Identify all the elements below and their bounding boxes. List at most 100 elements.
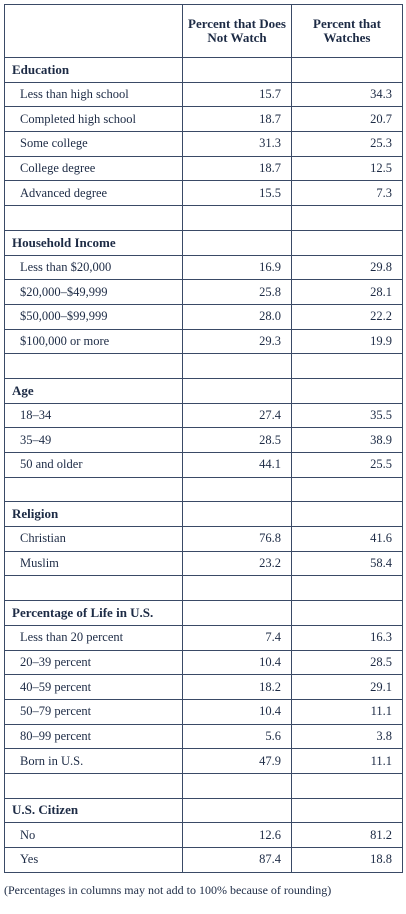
- empty-cell: [291, 57, 403, 83]
- data-row: Muslim 23.2 58.4: [4, 550, 403, 577]
- row-label: 20–39 percent: [4, 649, 183, 676]
- value-cell: 35.5: [291, 402, 403, 429]
- empty-cell: [182, 57, 292, 83]
- value-cell: 76.8: [182, 526, 292, 552]
- data-row: Yes 87.4 18.8: [4, 847, 403, 873]
- value-cell: 87.4: [182, 847, 292, 873]
- empty-cell: [4, 476, 183, 503]
- row-label: 40–59 percent: [4, 674, 183, 700]
- empty-cell: [182, 476, 292, 503]
- row-label: Advanced degree: [4, 180, 183, 207]
- table-header: Percent that Does Not Watch Percent that…: [4, 4, 403, 58]
- value-cell: 28.1: [291, 279, 403, 305]
- value-cell: 28.0: [182, 303, 292, 330]
- empty-cell: [291, 476, 403, 503]
- data-row: 35–49 28.5 38.9: [4, 427, 403, 453]
- row-label: Born in U.S.: [4, 748, 183, 774]
- empty-cell: [4, 575, 183, 602]
- row-label: $50,000–$99,999: [4, 303, 183, 330]
- empty-cell: [4, 353, 183, 379]
- value-cell: 28.5: [291, 649, 403, 676]
- value-cell: 27.4: [182, 402, 292, 429]
- section-row: Age: [4, 377, 403, 404]
- value-cell: 11.1: [291, 698, 403, 725]
- header-row: Percent that Does Not Watch Percent that…: [4, 4, 403, 58]
- value-cell: 19.9: [291, 328, 403, 355]
- empty-cell: [291, 229, 403, 256]
- empty-cell: [291, 600, 403, 626]
- data-row: $20,000–$49,999 25.8 28.1: [4, 279, 403, 305]
- data-row: Less than $20,000 16.9 29.8: [4, 254, 403, 281]
- row-label: Some college: [4, 131, 183, 157]
- section-row: Religion: [4, 501, 403, 528]
- empty-cell: [291, 353, 403, 379]
- value-cell: 44.1: [182, 452, 292, 478]
- value-cell: 29.3: [182, 328, 292, 355]
- header-cell: Percent that Watches: [291, 4, 403, 58]
- value-cell: 25.5: [291, 452, 403, 478]
- value-cell: 58.4: [291, 550, 403, 577]
- empty-cell: [291, 377, 403, 404]
- row-label: Less than high school: [4, 81, 183, 108]
- value-cell: 12.6: [182, 822, 292, 848]
- value-cell: 11.1: [291, 748, 403, 774]
- row-label: No: [4, 822, 183, 848]
- empty-cell: [182, 772, 292, 799]
- empty-cell: [182, 229, 292, 256]
- value-cell: 18.7: [182, 155, 292, 182]
- value-cell: 31.3: [182, 131, 292, 157]
- empty-cell: [291, 205, 403, 231]
- data-row: 18–34 27.4 35.5: [4, 402, 403, 429]
- empty-cell: [182, 353, 292, 379]
- value-cell: 29.8: [291, 254, 403, 281]
- empty-cell: [182, 205, 292, 231]
- value-cell: 34.3: [291, 81, 403, 108]
- row-label: Less than 20 percent: [4, 624, 183, 651]
- data-row: 50–79 percent 10.4 11.1: [4, 698, 403, 725]
- spacer-row: [4, 575, 403, 602]
- value-cell: 18.7: [182, 106, 292, 133]
- empty-cell: [291, 501, 403, 528]
- row-label: Muslim: [4, 550, 183, 577]
- value-cell: 16.9: [182, 254, 292, 281]
- value-cell: 5.6: [182, 723, 292, 750]
- row-label: 50–79 percent: [4, 698, 183, 725]
- value-cell: 23.2: [182, 550, 292, 577]
- value-cell: 10.4: [182, 698, 292, 725]
- section-row: Education: [4, 57, 403, 83]
- value-cell: 81.2: [291, 822, 403, 848]
- section-row: Percentage of Life in U.S.: [4, 600, 403, 626]
- data-row: $50,000–$99,999 28.0 22.2: [4, 303, 403, 330]
- row-label: $20,000–$49,999: [4, 279, 183, 305]
- section-title: Percentage of Life in U.S.: [4, 600, 183, 626]
- header-cell: Percent that Does Not Watch: [182, 4, 292, 58]
- value-cell: 25.8: [182, 279, 292, 305]
- row-label: 18–34: [4, 402, 183, 429]
- data-row: 20–39 percent 10.4 28.5: [4, 649, 403, 676]
- section-title: Education: [4, 57, 183, 83]
- empty-cell: [291, 772, 403, 799]
- value-cell: 22.2: [291, 303, 403, 330]
- row-label: Christian: [4, 526, 183, 552]
- data-row: Less than high school 15.7 34.3: [4, 81, 403, 108]
- empty-cell: [4, 205, 183, 231]
- data-row: Advanced degree 15.5 7.3: [4, 180, 403, 207]
- footnote: (Percentages in columns may not add to 1…: [4, 883, 332, 897]
- section-row: U.S. Citizen: [4, 797, 403, 824]
- data-row: $100,000 or more 29.3 19.9: [4, 328, 403, 355]
- empty-cell: [4, 772, 183, 799]
- value-cell: 10.4: [182, 649, 292, 676]
- row-label: Less than $20,000: [4, 254, 183, 281]
- empty-cell: [182, 600, 292, 626]
- value-cell: 3.8: [291, 723, 403, 750]
- row-label: College degree: [4, 155, 183, 182]
- empty-cell: [291, 797, 403, 824]
- value-cell: 18.2: [182, 674, 292, 700]
- row-label: Yes: [4, 847, 183, 873]
- data-row: No 12.6 81.2: [4, 822, 403, 848]
- value-cell: 38.9: [291, 427, 403, 453]
- value-cell: 15.5: [182, 180, 292, 207]
- empty-cell: [182, 377, 292, 404]
- value-cell: 20.7: [291, 106, 403, 133]
